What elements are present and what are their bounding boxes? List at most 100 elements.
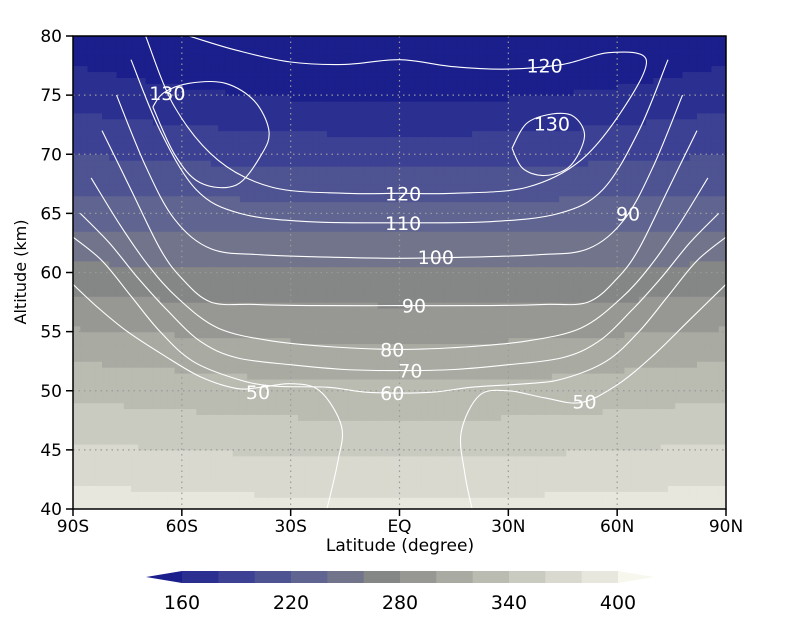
shade-cell — [116, 349, 125, 356]
shade-cell — [384, 355, 393, 362]
shade-cell — [167, 65, 176, 73]
shade-cell — [508, 473, 517, 481]
shade-cell — [109, 171, 118, 179]
shade-cell — [123, 443, 132, 451]
shade-cell — [493, 420, 502, 427]
shade-cell — [515, 491, 524, 498]
shade-cell — [428, 313, 437, 321]
shade-cell — [428, 89, 437, 96]
shade-cell — [189, 426, 197, 433]
shade-cell — [428, 272, 437, 280]
shade-cell — [464, 367, 473, 374]
shade-cell — [218, 89, 226, 96]
shade-cell — [87, 112, 96, 120]
shade-cell — [261, 414, 270, 421]
shade-cell — [493, 207, 502, 214]
shade-cell — [189, 443, 197, 451]
shade-cell — [152, 503, 161, 509]
shade-cell — [138, 148, 147, 155]
shade-cell — [254, 47, 263, 55]
shade-cell — [290, 479, 299, 486]
shade-cell — [247, 260, 255, 268]
shade-cell — [450, 384, 459, 392]
shade-cell — [123, 461, 132, 469]
shade-cell — [123, 148, 132, 155]
shade-cell — [210, 337, 219, 345]
shade-cell — [218, 112, 226, 120]
shade-cell — [508, 213, 517, 220]
shade-cell — [508, 390, 517, 398]
shade-cell — [167, 384, 176, 392]
shade-cell — [196, 503, 205, 509]
shade-cell — [363, 325, 372, 333]
shade-cell — [160, 177, 168, 185]
shade-cell — [443, 396, 451, 404]
shade-cell — [254, 396, 263, 404]
shade-cell — [443, 195, 451, 203]
shade-cell — [138, 189, 147, 197]
shade-cell — [261, 195, 270, 203]
shade-cell — [290, 225, 299, 232]
shade-cell — [312, 284, 321, 291]
shade-cell — [109, 284, 118, 291]
shade-cell — [189, 272, 197, 280]
shade-cell — [131, 349, 139, 356]
shade-cell — [428, 77, 437, 84]
shade-cell — [341, 349, 350, 356]
shade-cell — [472, 77, 480, 84]
shade-cell — [203, 290, 212, 297]
shade-cell — [297, 41, 306, 49]
shade-cell — [116, 384, 125, 392]
shade-cell — [305, 319, 314, 327]
shade-cell — [399, 485, 408, 492]
shade-cell — [384, 331, 393, 339]
shade-cell — [319, 59, 328, 67]
shade-cell — [80, 479, 89, 486]
shade-cell — [268, 101, 277, 108]
shade-cell — [94, 36, 103, 43]
shade-cell — [464, 307, 473, 315]
shade-cell — [268, 390, 277, 398]
shade-cell — [326, 160, 335, 167]
shade-cell — [363, 171, 372, 179]
shade-cell — [355, 284, 364, 291]
shade-cell — [276, 325, 285, 333]
shade-cell — [457, 461, 466, 469]
shade-cell — [225, 53, 234, 61]
shade-cell — [145, 148, 154, 155]
shade-cell — [508, 491, 517, 498]
shade-cell — [254, 112, 263, 120]
shade-cell — [196, 432, 205, 439]
shade-cell — [399, 183, 408, 191]
shade-cell — [218, 384, 226, 392]
shade-cell — [131, 290, 139, 297]
shade-cell — [160, 71, 168, 78]
shade-cell — [472, 438, 480, 445]
shade-cell — [377, 296, 386, 303]
shade-cell — [501, 254, 509, 262]
shade-cell — [312, 461, 321, 469]
shade-cell — [109, 177, 118, 185]
shade-cell — [116, 130, 125, 138]
shade-cell — [515, 95, 524, 102]
shade-cell — [160, 36, 168, 43]
shade-cell — [87, 378, 96, 386]
shade-cell — [261, 349, 270, 356]
shade-cell — [493, 491, 502, 498]
shade-cell — [181, 201, 190, 209]
shade-cell — [131, 455, 139, 463]
shade-cell — [464, 438, 473, 445]
shade-cell — [501, 491, 509, 498]
shade-cell — [450, 390, 459, 398]
shade-cell — [123, 473, 132, 481]
shade-cell — [276, 242, 285, 250]
shade-cell — [515, 171, 524, 179]
shade-cell — [392, 408, 401, 415]
shade-cell — [210, 189, 219, 197]
shade-cell — [80, 402, 89, 410]
shade-cell — [247, 237, 255, 244]
shade-cell — [239, 160, 248, 167]
shade-cell — [131, 171, 139, 179]
shade-cell — [218, 177, 226, 185]
shade-cell — [145, 201, 154, 209]
